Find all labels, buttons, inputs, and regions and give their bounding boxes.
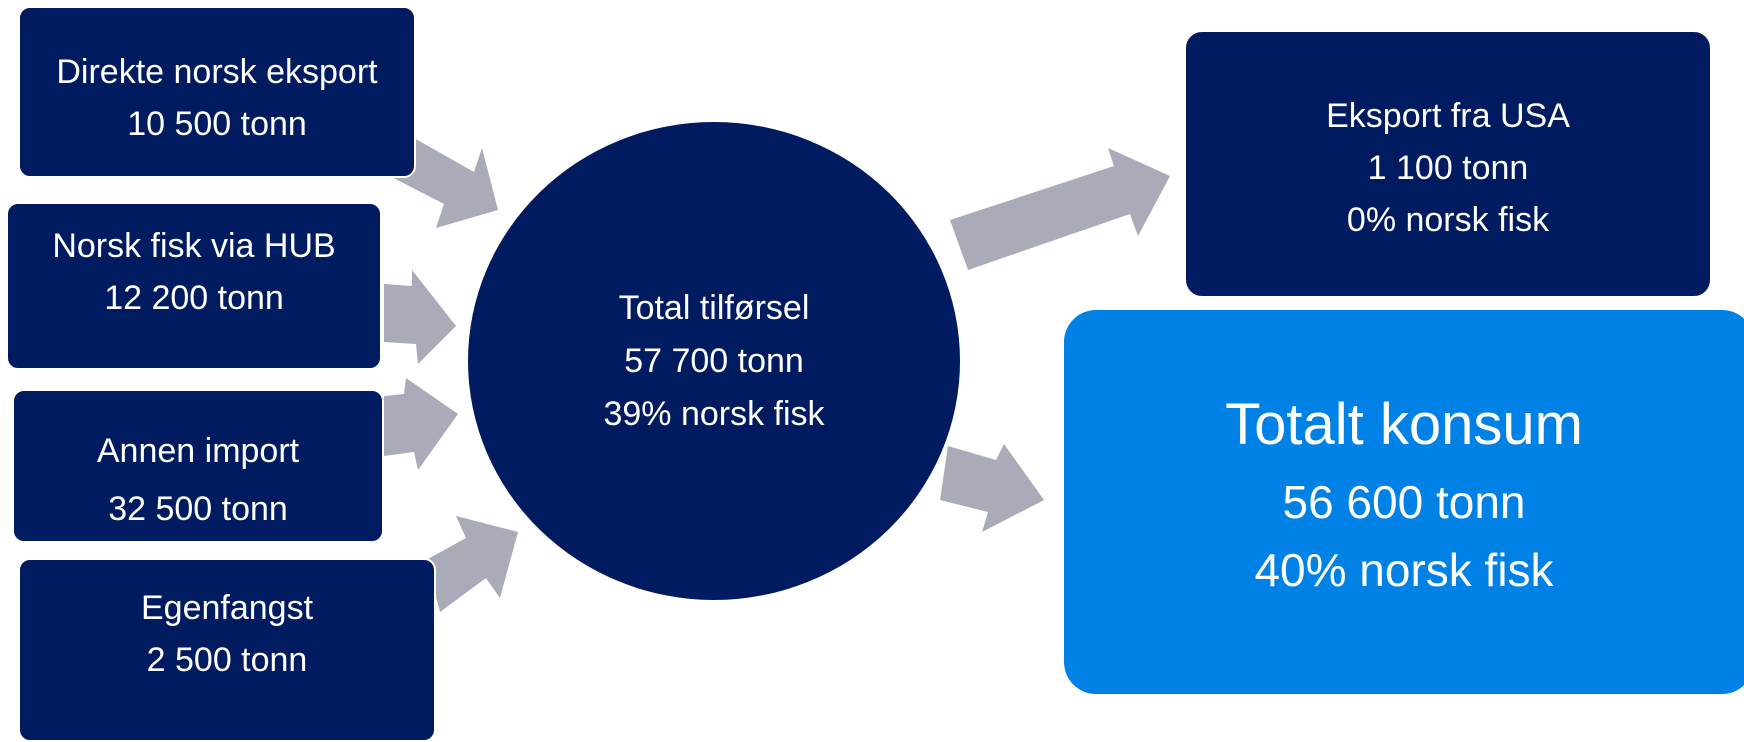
source-value: 10 500 tonn <box>127 105 307 143</box>
source-box-hub: Norsk fisk via HUB 12 200 tonn <box>6 202 382 370</box>
export-box: Eksport fra USA 1 100 tonn 0% norsk fisk <box>1184 30 1712 298</box>
source-box-other-import: Annen import 32 500 tonn <box>12 389 384 543</box>
source-box-direct-export: Direkte norsk eksport 10 500 tonn <box>18 6 416 178</box>
consumption-value: 56 600 tonn <box>1282 476 1526 528</box>
consumption-box: Totalt konsum 56 600 tonn 40% norsk fisk <box>1064 310 1744 694</box>
consumption-share: 40% norsk fisk <box>1254 544 1554 596</box>
total-value: 57 700 tonn <box>624 342 804 380</box>
source-title: Annen import <box>96 432 300 470</box>
source-title: Direkte norsk eksport <box>56 53 378 91</box>
total-title: Total tilførsel <box>618 289 810 327</box>
export-title: Eksport fra USA <box>1326 97 1570 135</box>
source-box-own-catch: Egenfangst 2 500 tonn <box>18 558 436 742</box>
arrow-other-to-total <box>384 378 458 470</box>
total-supply-circle: Total tilførsel 57 700 tonn 39% norsk fi… <box>468 122 960 600</box>
source-value: 32 500 tonn <box>108 490 288 528</box>
consumption-title: Totalt konsum <box>1225 392 1583 457</box>
source-title: Egenfangst <box>140 589 314 627</box>
arrow-own-to-total <box>426 516 518 612</box>
source-value: 2 500 tonn <box>146 641 308 679</box>
export-share: 0% norsk fisk <box>1346 201 1550 239</box>
arrow-hub-to-total <box>384 270 456 364</box>
source-value: 12 200 tonn <box>104 279 284 317</box>
export-value: 1 100 tonn <box>1367 149 1529 187</box>
arrow-total-to-consumption <box>940 444 1044 532</box>
total-share: 39% norsk fisk <box>603 395 825 433</box>
source-title: Norsk fisk via HUB <box>52 227 336 265</box>
arrow-total-to-export <box>950 148 1170 270</box>
